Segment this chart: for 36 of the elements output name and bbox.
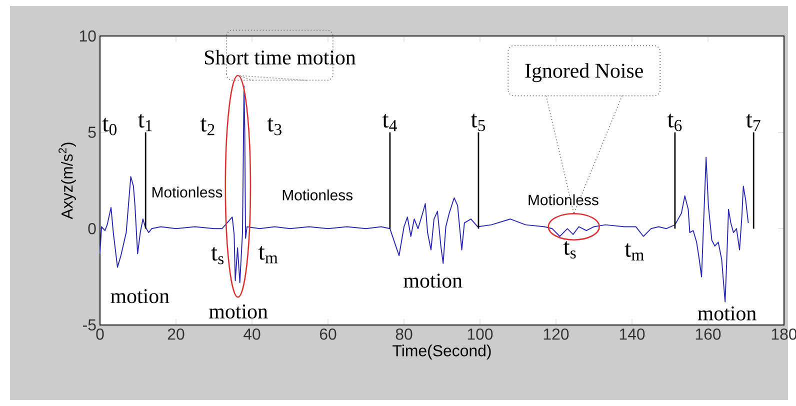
x-tick-label: 0 <box>96 328 104 340</box>
y-tick-label: 10 <box>80 30 96 42</box>
y-tick-label: 5 <box>88 126 96 138</box>
annotation: Motionless <box>282 189 353 200</box>
y-axis-title: Axyz(m/s$^{2}$) <box>58 142 76 220</box>
x-tick-label: 40 <box>243 328 260 340</box>
annotation: Short time motion <box>205 50 356 65</box>
annotation: t$_{m}$ <box>624 243 644 260</box>
annotation: t$_{3}$ <box>267 118 282 136</box>
annotation: Ignored Noise <box>525 63 643 82</box>
x-tick-label: 160 <box>696 328 721 340</box>
ref-line-label: t$_{6}$ <box>667 114 682 132</box>
y-tick-label: 0 <box>88 223 96 234</box>
annotation: t$_{m}$ <box>258 246 278 264</box>
x-tick-label: 20 <box>168 328 184 340</box>
x-tick-label: 80 <box>396 328 412 340</box>
x-axis-title: Time(Second) <box>392 344 491 360</box>
annotation: motion <box>209 304 268 319</box>
y-tick-label: -5 <box>83 319 96 331</box>
ref-line-label: t$_{1}$ <box>138 114 152 132</box>
annotation: t$_{s}$ <box>563 241 576 259</box>
annotation: motion <box>110 289 170 304</box>
x-tick-label: 140 <box>620 328 645 340</box>
ref-line-label: t$_{7}$ <box>746 114 760 132</box>
annotation: t$_{2}$ <box>200 118 214 136</box>
annotation: t$_{s}$ <box>211 246 224 264</box>
ref-line-label: t$_{5}$ <box>470 114 486 132</box>
annotation: Motionless <box>528 194 598 206</box>
annotation: Motionless <box>152 186 222 198</box>
ref-line-label: t$_{4}$ <box>382 114 397 132</box>
annotation: motion <box>698 306 756 320</box>
annotation: t$_{0}$ <box>102 118 116 136</box>
x-tick-label: 120 <box>544 328 569 340</box>
annotation: motion <box>404 274 462 288</box>
x-tick-label: 100 <box>468 328 493 340</box>
x-tick-label: 60 <box>320 328 336 340</box>
